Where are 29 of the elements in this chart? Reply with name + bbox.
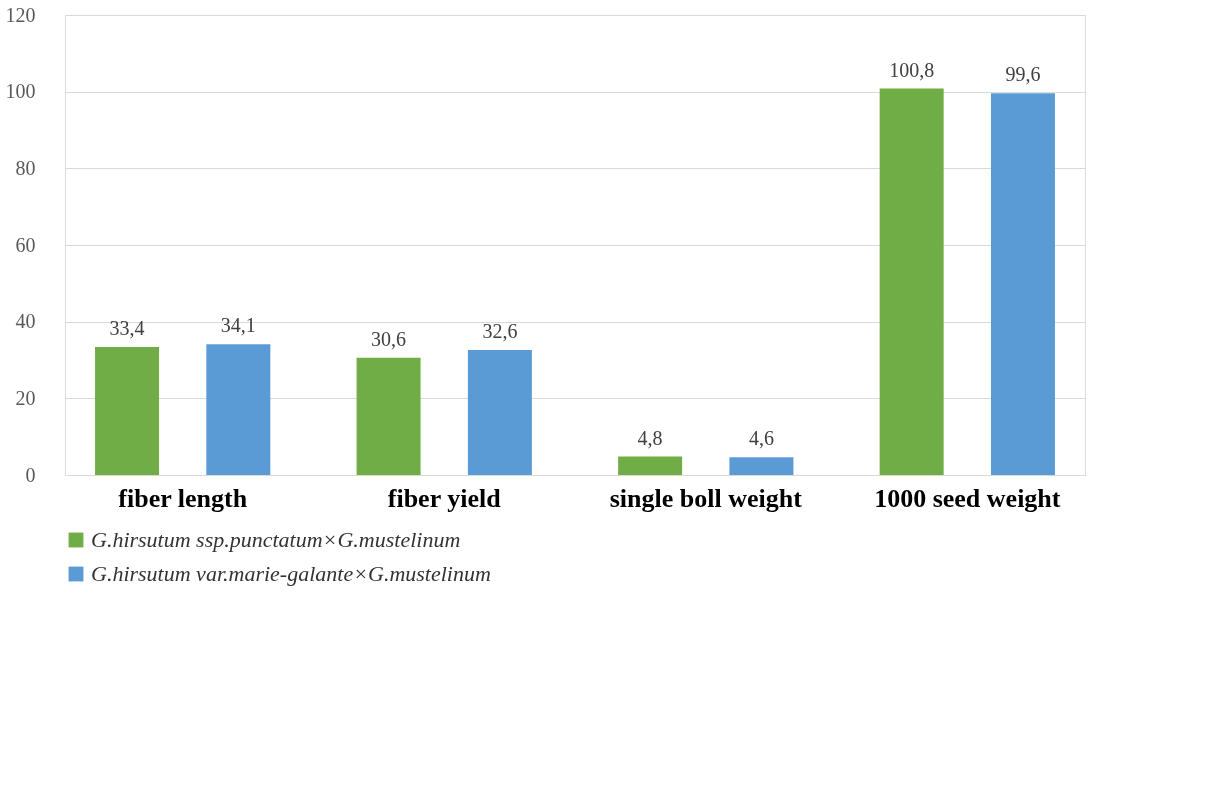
y-tick-label: 80 — [15, 156, 36, 179]
data-label: 34,1 — [220, 314, 256, 337]
bar — [618, 456, 683, 475]
bar — [206, 344, 271, 475]
data-label: 4,6 — [748, 427, 774, 450]
y-tick-label: 100 — [5, 80, 36, 103]
data-label: 99,6 — [1005, 63, 1041, 86]
bar — [879, 88, 944, 475]
legend-label: G.hirsutum ssp.punctatum×G.mustelinum — [91, 527, 461, 552]
x-tick-label: fiber length — [118, 483, 248, 513]
legend-label: G.hirsutum var.marie-galante×G.mustelinum — [91, 561, 491, 586]
x-tick-label: single boll weight — [609, 483, 803, 513]
data-label: 30,6 — [371, 327, 407, 350]
y-tick-label: 60 — [15, 233, 36, 256]
data-label: 4,8 — [637, 426, 663, 449]
bar — [95, 346, 160, 475]
data-label: 33,4 — [109, 316, 145, 339]
y-tick-label: 120 — [5, 3, 36, 26]
data-label: 32,6 — [482, 320, 518, 343]
data-label: 100,8 — [889, 58, 935, 81]
x-tick-label: fiber yield — [387, 483, 502, 513]
bar — [467, 350, 532, 475]
x-tick-label: 1000 seed weight — [874, 483, 1061, 513]
y-tick-label: 0 — [25, 463, 36, 486]
y-tick-label: 40 — [15, 310, 36, 333]
bar — [356, 357, 421, 475]
bar — [990, 93, 1055, 475]
y-tick-label: 20 — [15, 386, 36, 409]
bar — [729, 457, 794, 475]
